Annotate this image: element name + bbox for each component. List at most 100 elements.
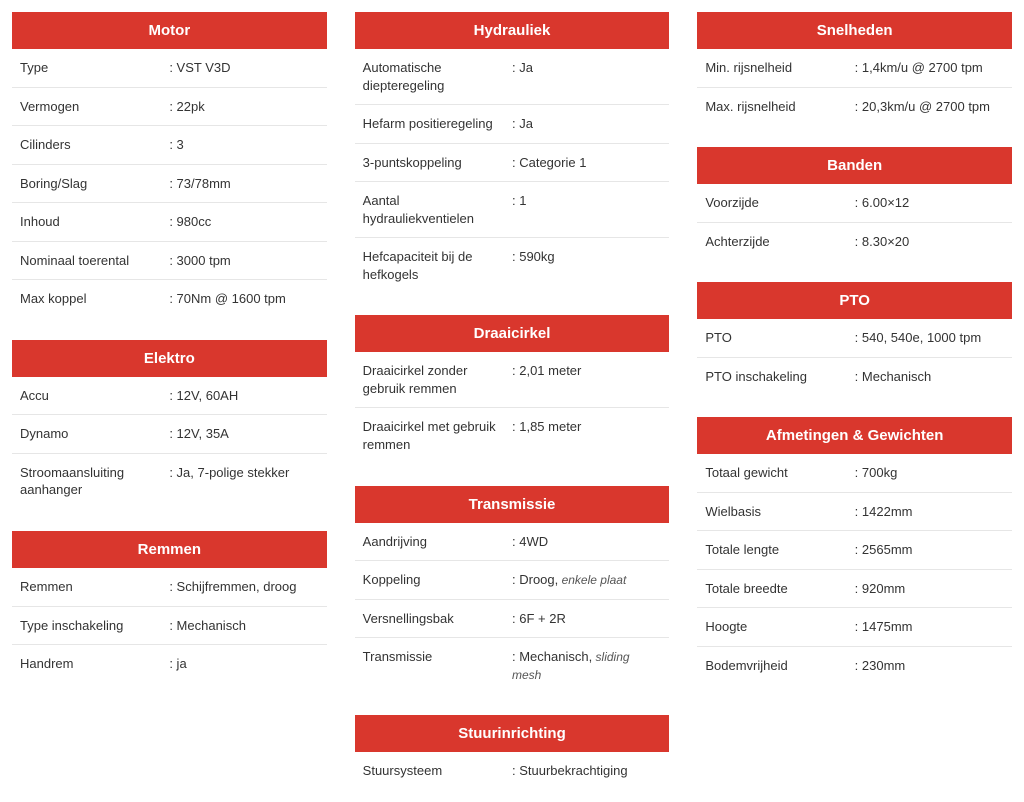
spec-value: : Categorie 1	[512, 154, 661, 172]
spec-value-main: : Categorie 1	[512, 155, 586, 170]
spec-value-main: : Droog,	[512, 572, 558, 587]
spec-value: : 230mm	[855, 657, 1004, 675]
section-remmen: RemmenRemmen: Schijfremmen, droogType in…	[12, 531, 327, 683]
spec-row: Achterzijde: 8.30×20	[697, 223, 1012, 261]
spec-label: Draaicirkel met gebruik remmen	[363, 418, 512, 453]
spec-label: Hoogte	[705, 618, 854, 636]
spec-row: PTO inschakeling: Mechanisch	[697, 358, 1012, 396]
spec-value: : 3000 tpm	[169, 252, 318, 270]
spec-label: 3-puntskoppeling	[363, 154, 512, 172]
spec-row: Totale breedte: 920mm	[697, 570, 1012, 609]
spec-row: Totaal gewicht: 700kg	[697, 454, 1012, 493]
spec-label: Type	[20, 59, 169, 77]
spec-label: Totale breedte	[705, 580, 854, 598]
spec-label: Inhoud	[20, 213, 169, 231]
spec-columns: MotorType: VST V3DVermogen: 22pkCilinder…	[12, 12, 1012, 790]
spec-value: : 4WD	[512, 533, 661, 551]
spec-row: Dynamo: 12V, 35A	[12, 415, 327, 454]
spec-value: : 700kg	[855, 464, 1004, 482]
spec-value-main: : 1,85 meter	[512, 419, 581, 434]
spec-value-main: : 12V, 35A	[169, 426, 229, 441]
spec-label: Transmissie	[363, 648, 512, 666]
section-banden: BandenVoorzijde: 6.00×12Achterzijde: 8.3…	[697, 147, 1012, 260]
spec-value-main: : 70Nm @ 1600 tpm	[169, 291, 286, 306]
spec-row: Automatische diepteregeling: Ja	[355, 49, 670, 105]
spec-value: : Mechanisch, sliding mesh	[512, 648, 661, 683]
spec-row: Wielbasis: 1422mm	[697, 493, 1012, 532]
spec-value: : Mechanisch	[169, 617, 318, 635]
spec-label: Dynamo	[20, 425, 169, 443]
spec-value-main: : 8.30×20	[855, 234, 910, 249]
spec-label: Min. rijsnelheid	[705, 59, 854, 77]
spec-row: Aantal hydrauliekventielen: 1	[355, 182, 670, 238]
spec-row: Type: VST V3D	[12, 49, 327, 88]
column-2: HydrauliekAutomatische diepteregeling: J…	[355, 12, 670, 790]
spec-row: Remmen: Schijfremmen, droog	[12, 568, 327, 607]
spec-label: Koppeling	[363, 571, 512, 589]
section-stuurinrichting: StuurinrichtingStuursysteem: Stuurbekrac…	[355, 715, 670, 790]
spec-row: Aandrijving: 4WD	[355, 523, 670, 562]
spec-value: : Mechanisch	[855, 368, 1004, 386]
spec-value-main: : Ja, 7-polige stekker	[169, 465, 289, 480]
spec-value: : ja	[169, 655, 318, 673]
spec-label: Aandrijving	[363, 533, 512, 551]
spec-value: : 20,3km/u @ 2700 tpm	[855, 98, 1004, 116]
spec-value-main: : 3	[169, 137, 183, 152]
spec-value-main: : 920mm	[855, 581, 906, 596]
section-afmetingen-gewichten: Afmetingen & GewichtenTotaal gewicht: 70…	[697, 417, 1012, 684]
spec-value: : 2,01 meter	[512, 362, 661, 380]
spec-value-main: : VST V3D	[169, 60, 230, 75]
spec-label: Achterzijde	[705, 233, 854, 251]
spec-label: Stroomaansluiting aanhanger	[20, 464, 169, 499]
spec-label: Bodemvrijheid	[705, 657, 854, 675]
section-header-afmetingen-gewichten: Afmetingen & Gewichten	[697, 417, 1012, 454]
spec-value-main: : 1,4km/u @ 2700 tpm	[855, 60, 983, 75]
spec-row: Voorzijde: 6.00×12	[697, 184, 1012, 223]
section-header-banden: Banden	[697, 147, 1012, 184]
spec-value-main: : Mechanisch	[855, 369, 932, 384]
section-snelheden: SnelhedenMin. rijsnelheid: 1,4km/u @ 270…	[697, 12, 1012, 125]
spec-value: : Stuurbekrachtiging	[512, 762, 661, 780]
spec-value-main: : 4WD	[512, 534, 548, 549]
spec-value-main: : Stuurbekrachtiging	[512, 763, 628, 778]
section-draaicirkel: DraaicirkelDraaicirkel zonder gebruik re…	[355, 315, 670, 463]
spec-value-main: : 1475mm	[855, 619, 913, 634]
spec-value-main: : 540, 540e, 1000 tpm	[855, 330, 981, 345]
spec-label: Handrem	[20, 655, 169, 673]
spec-label: Accu	[20, 387, 169, 405]
spec-row: Draaicirkel met gebruik remmen: 1,85 met…	[355, 408, 670, 463]
spec-label: Remmen	[20, 578, 169, 596]
spec-row: Stroomaansluiting aanhanger: Ja, 7-polig…	[12, 454, 327, 509]
spec-row: Cilinders: 3	[12, 126, 327, 165]
spec-row: Stuursysteem: Stuurbekrachtiging	[355, 752, 670, 790]
spec-value: : 3	[169, 136, 318, 154]
spec-value-main: : 700kg	[855, 465, 898, 480]
spec-label: Aantal hydrauliekventielen	[363, 192, 512, 227]
spec-value-main: : Ja	[512, 116, 533, 131]
spec-value: : 6.00×12	[855, 194, 1004, 212]
spec-value-main: : 20,3km/u @ 2700 tpm	[855, 99, 990, 114]
section-motor: MotorType: VST V3DVermogen: 22pkCilinder…	[12, 12, 327, 318]
spec-value: : Droog, enkele plaat	[512, 571, 661, 589]
spec-value: : 6F + 2R	[512, 610, 661, 628]
column-1: MotorType: VST V3DVermogen: 22pkCilinder…	[12, 12, 327, 790]
spec-value: : 1422mm	[855, 503, 1004, 521]
spec-value-main: : Mechanisch,	[512, 649, 592, 664]
spec-value: : 1,4km/u @ 2700 tpm	[855, 59, 1004, 77]
spec-value: : 1,85 meter	[512, 418, 661, 436]
spec-row: Koppeling: Droog, enkele plaat	[355, 561, 670, 600]
spec-value: : VST V3D	[169, 59, 318, 77]
spec-value-main: : 2,01 meter	[512, 363, 581, 378]
spec-value-main: : 2565mm	[855, 542, 913, 557]
spec-label: Voorzijde	[705, 194, 854, 212]
spec-value: : 2565mm	[855, 541, 1004, 559]
spec-value: : 920mm	[855, 580, 1004, 598]
spec-value: : 590kg	[512, 248, 661, 266]
section-header-remmen: Remmen	[12, 531, 327, 568]
spec-label: Wielbasis	[705, 503, 854, 521]
spec-row: 3-puntskoppeling: Categorie 1	[355, 144, 670, 183]
spec-value-main: : 3000 tpm	[169, 253, 230, 268]
spec-value-main: : Ja	[512, 60, 533, 75]
spec-row: Max koppel: 70Nm @ 1600 tpm	[12, 280, 327, 318]
section-header-elektro: Elektro	[12, 340, 327, 377]
